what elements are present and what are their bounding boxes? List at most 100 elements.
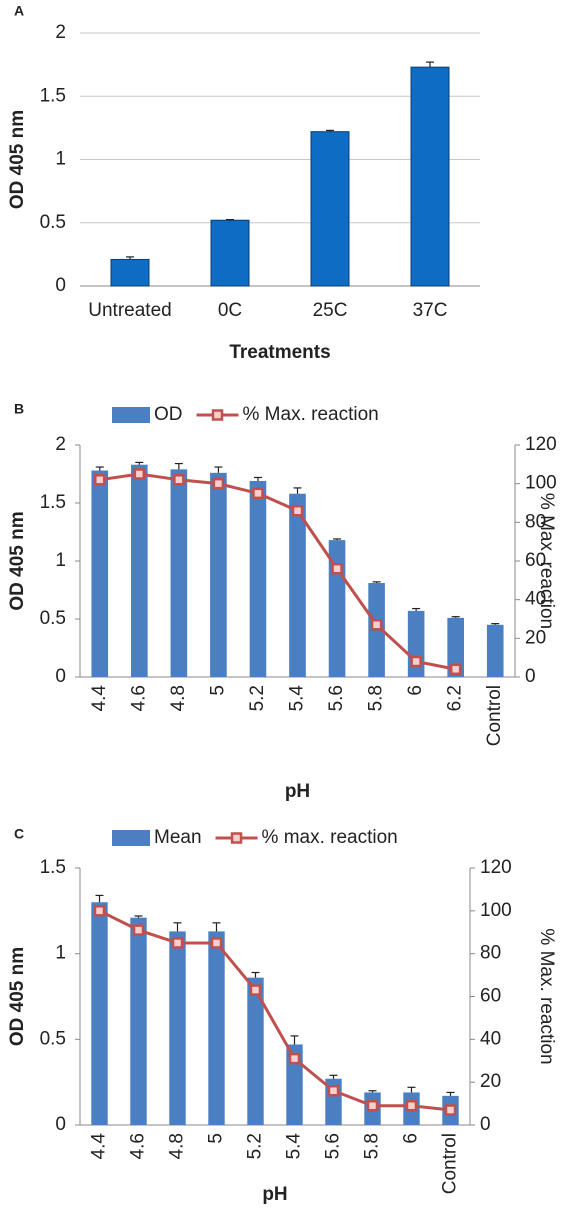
error-bar [412,607,421,611]
bar [130,917,147,1125]
x-tick-label: 6 [401,1133,422,1144]
x-tick-label: 5.2 [247,685,268,711]
y-tick-label: 1.5 [40,492,66,513]
y2-tick-label: 60 [525,550,546,571]
bar [110,258,150,287]
error-bar [251,971,260,978]
panel-label: B [14,401,24,417]
x-tick-label: 0C [218,300,242,321]
error-bar [326,129,334,132]
y2-axis-title: % Max. reaction [536,928,557,1064]
error-bar [407,1086,416,1093]
x-tick-label: 37C [413,300,448,321]
marker [173,474,185,486]
legend-label: Mean [154,827,202,848]
legend-label: OD [154,404,183,425]
x-tick-label: 4.4 [89,685,110,712]
marker [210,937,223,949]
error-bar [126,256,134,260]
x-tick-label: 4.8 [168,685,189,711]
x-tick-label: Untreated [88,300,171,321]
y-tick-label: 2 [55,434,66,455]
y-tick-label: 0 [55,666,66,687]
marker [291,504,304,517]
y-axis-title: OD 405 nm [7,110,28,209]
error-bar [214,466,223,473]
legend-marker [211,409,224,421]
x-tick-label: Control [484,685,505,746]
marker [410,655,422,668]
y-tick-label: 1.5 [40,857,66,878]
error-bar [333,538,342,541]
y-axis-title: OD 405 nm [7,511,28,610]
y2-tick-label: 120 [480,857,512,878]
error-bar [173,922,182,932]
marker [405,1099,418,1112]
bar [208,931,225,1125]
y2-tick-label: 80 [525,511,546,532]
y-tick-label: 0.5 [40,212,66,233]
x-tick-label: 5.6 [323,1133,344,1159]
panel-label: A [14,3,24,19]
y-tick-label: 0.5 [40,1028,66,1049]
panel-label: C [14,826,24,842]
line [99,472,456,671]
y-tick-label: 0 [55,1114,66,1135]
x-axis-title: Treatments [229,342,330,363]
error-bar [451,616,460,618]
marker [327,1084,340,1097]
x-axis-title: pH [262,1184,287,1205]
y2-tick-label: 0 [525,666,536,687]
x-tick-label: 5.2 [245,1133,266,1159]
y-tick-label: 2 [55,22,66,43]
y-axis-title: OD 405 nm [7,947,28,1046]
y2-tick-label: 100 [480,900,512,921]
bar [289,493,306,677]
x-tick-label: 4.6 [128,1133,149,1159]
error-bar [368,1090,377,1093]
legend-marker [230,832,243,844]
x-tick-label: 4.6 [128,685,149,711]
y-tick-label: 0 [55,275,66,296]
marker [288,1052,301,1065]
x-tick-label: 4.8 [167,1133,188,1159]
marker [212,477,225,490]
error-bar [293,487,302,494]
bar [486,624,504,677]
x-tick-label: Control [440,1133,461,1194]
marker [132,924,145,936]
y2-tick-label: 60 [480,986,501,1007]
marker [94,474,106,486]
marker [331,562,343,575]
legend-swatch [112,407,150,423]
error-bar [226,218,234,221]
bar [210,219,250,287]
error-bar [491,623,500,625]
y-tick-label: 1 [55,149,66,170]
x-tick-label: 5.8 [366,685,387,711]
legend-swatch [112,830,150,846]
bar [447,617,464,677]
bar [286,1044,303,1125]
error-bar [135,461,144,465]
y2-tick-label: 80 [480,943,501,964]
bar [247,977,264,1125]
y2-tick-label: 40 [525,589,546,610]
y-tick-label: 0.5 [40,608,66,629]
x-tick-label: 5.6 [326,685,347,711]
bar [169,931,186,1125]
marker [171,937,184,949]
x-tick-label: 5 [207,685,228,696]
x-axis-title: pH [285,781,310,802]
error-bar [290,1035,299,1045]
error-bar [134,915,143,918]
error-bar [95,894,104,903]
y2-tick-label: 20 [525,627,546,648]
x-tick-label: 6 [405,685,426,696]
marker [133,468,146,480]
marker [252,487,264,500]
x-tick-label: 5 [206,1133,227,1144]
marker [370,619,383,631]
bar [249,480,267,677]
